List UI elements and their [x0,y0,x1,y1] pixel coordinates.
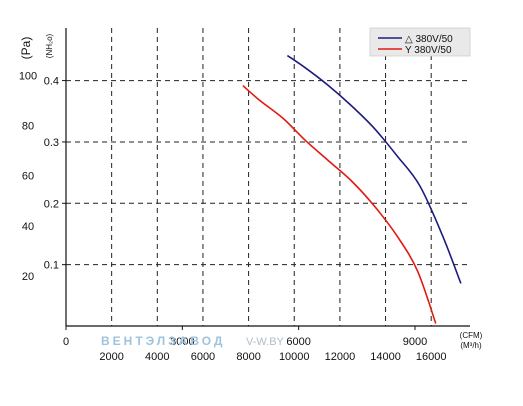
cfm-tick-label: 6000 [286,336,310,348]
m3h-tick-label: 4000 [145,351,169,363]
series-line-2 [242,84,437,324]
chart-series [242,54,462,324]
cfm-tick-label: 0 [63,336,69,348]
pa-tick-label: 60 [22,171,34,183]
legend-box [369,27,471,57]
legend-label-2: Y 380V/50 [405,45,452,56]
chart-grid [66,28,470,326]
pa-unit-label: (Pa) [19,37,33,60]
pa-tick-label: 80 [22,121,34,133]
chart-axes [65,28,470,327]
watermark: ВЕНТЭЛЗАВОД V-W.BY [101,334,285,348]
cfm-tick-label: 9000 [403,336,427,348]
chart-legend: △ 380V/50Y 380V/50 [369,27,471,57]
cfm-unit-label: (CFM) [460,331,483,340]
pa-tick-label: 40 [22,221,34,233]
cfm-tick-label: 3000 [170,336,194,348]
nh2o-tick-label: 0.2 [44,198,59,210]
pa-tick-label: 100 [19,71,37,83]
m3h-unit-label: (M³/h) [460,341,482,350]
legend-label-1: △ 380V/50 [405,34,453,45]
nh2o-tick-label: 0.3 [44,137,59,149]
m3h-tick-label: 8000 [236,351,260,363]
m3h-tick-label: 10000 [279,351,310,363]
nh2o-tick-label: 0.4 [44,76,59,88]
m3h-tick-label: 16000 [416,351,447,363]
nh2o-tick-label: 0.1 [44,260,59,272]
m3h-tick-label: 2000 [99,351,123,363]
nh2o-unit-label: (NH₂o) [45,33,54,58]
series-line-1 [286,54,462,284]
pa-tick-label: 20 [22,271,34,283]
m3h-tick-label: 6000 [191,351,215,363]
watermark-site: V-W.BY [246,336,285,348]
m3h-tick-label: 12000 [325,351,356,363]
m3h-tick-label: 14000 [370,351,401,363]
watermark-brand: ВЕНТЭЛЗАВОД [101,334,225,348]
tick-labels: 20 40 60 80 100 0.1 0.2 0.3 0.4 (Pa) (NH₂o) 0 3000 60… [19,33,483,363]
